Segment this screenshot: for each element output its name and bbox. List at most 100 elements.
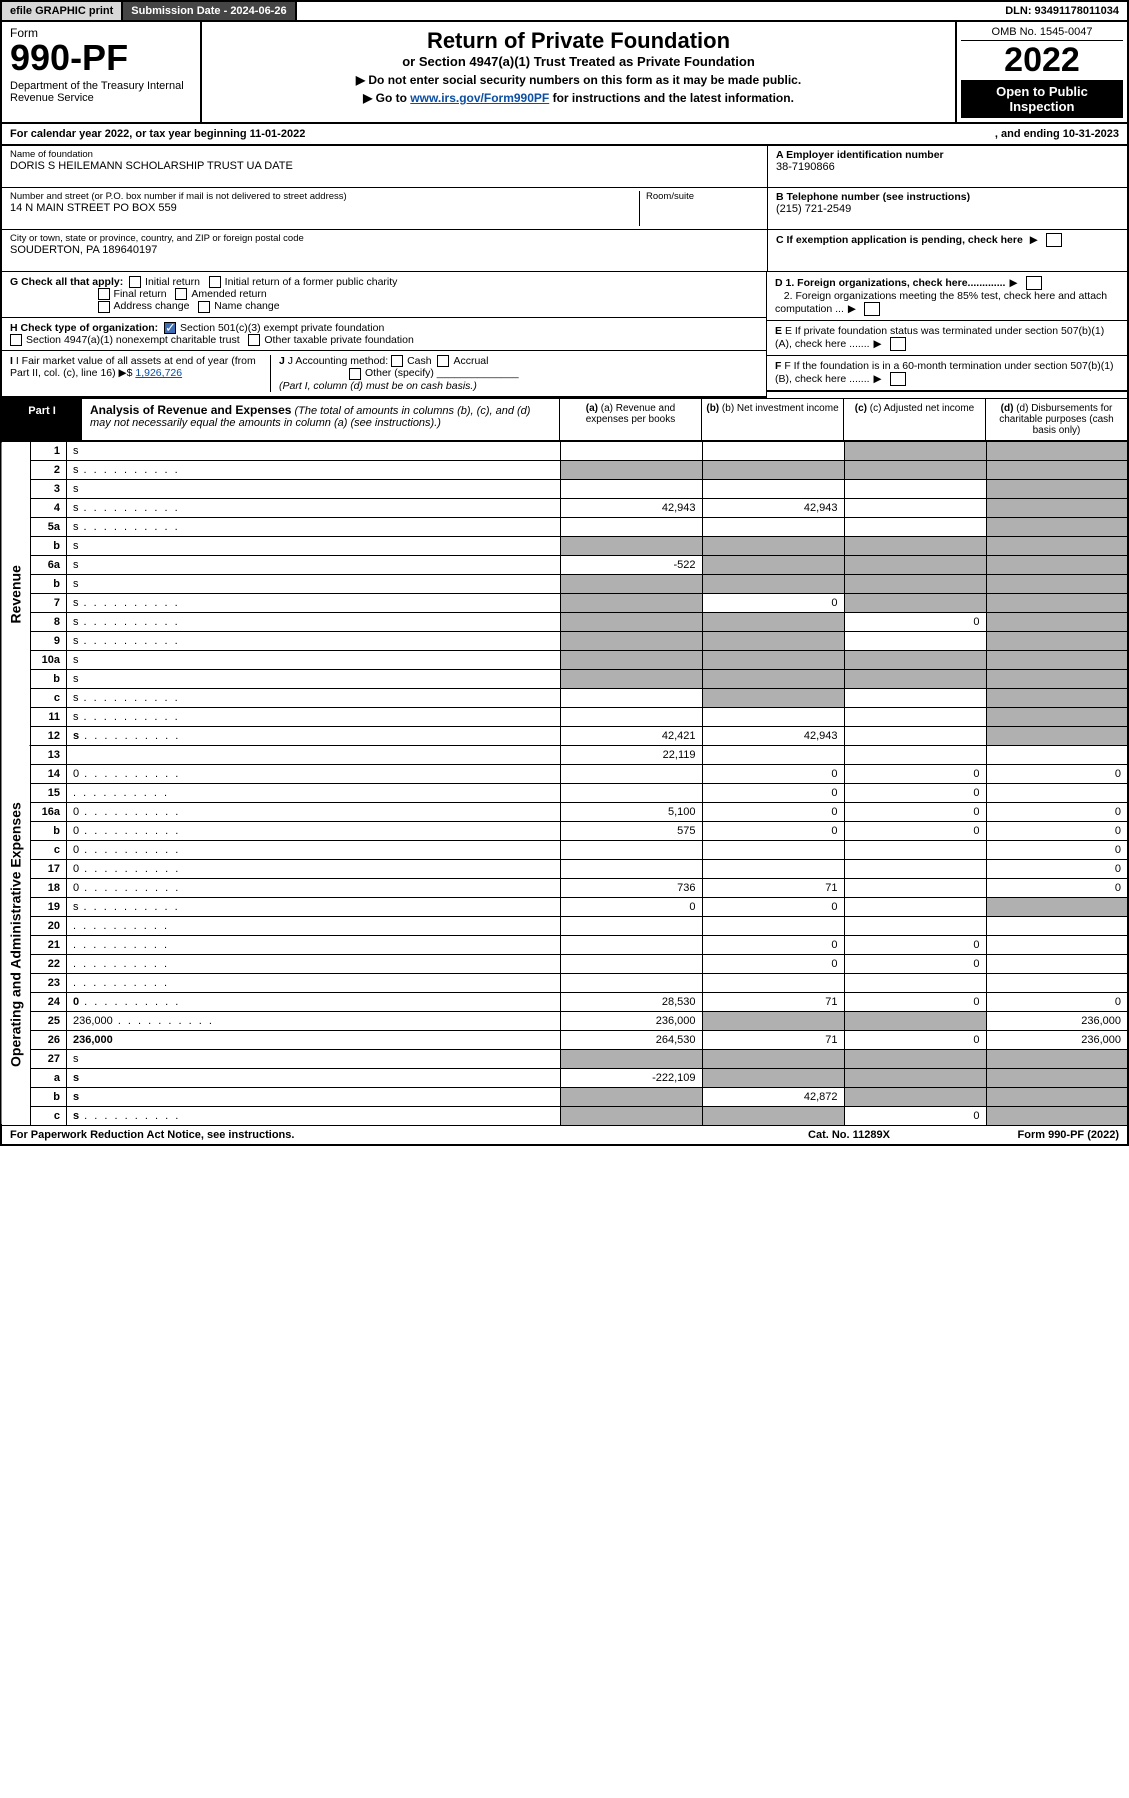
g-name-change-checkbox[interactable] (198, 301, 210, 313)
cell-a (560, 479, 702, 498)
cell-c (844, 669, 986, 688)
part1-table: Revenue1s2s3s4s42,94342,9435asbs6as-522b… (0, 442, 1129, 1126)
g-address-change-checkbox[interactable] (98, 301, 110, 313)
line-number: 12 (31, 726, 67, 745)
cell-c (844, 726, 986, 745)
table-row: cs0 (1, 1106, 1128, 1125)
table-row: 7s0 (1, 593, 1128, 612)
table-row: 11s (1, 707, 1128, 726)
cell-a (560, 1087, 702, 1106)
cell-a (560, 631, 702, 650)
cell-b: 42,872 (702, 1087, 844, 1106)
cell-a: 0 (560, 897, 702, 916)
form-number: 990-PF (10, 40, 192, 76)
cell-b: 0 (702, 954, 844, 973)
line-number: 5a (31, 517, 67, 536)
open-to-public: Open to Public Inspection (961, 80, 1123, 118)
cell-c: 0 (844, 1106, 986, 1125)
col-c-header: (c) (c) Adjusted net income (843, 399, 985, 440)
cell-a: 28,530 (560, 992, 702, 1011)
h-501c3-checkbox[interactable] (164, 322, 176, 334)
d2-checkbox[interactable] (864, 302, 880, 316)
line-description: s (67, 1106, 561, 1125)
cell-d: 0 (986, 821, 1128, 840)
table-row: 3s (1, 479, 1128, 498)
table-row: as-222,109 (1, 1068, 1128, 1087)
cell-c: 0 (844, 802, 986, 821)
city-state-zip: SOUDERTON, PA 189640197 (10, 244, 759, 256)
line-description: 0 (67, 859, 561, 878)
line-description: s (67, 593, 561, 612)
cell-d (986, 1049, 1128, 1068)
cell-c (844, 536, 986, 555)
line-description: s (67, 688, 561, 707)
cell-b: 42,943 (702, 498, 844, 517)
g-initial-return-checkbox[interactable] (129, 276, 141, 288)
city-cell: City or town, state or province, country… (2, 230, 767, 272)
cell-c: 0 (844, 783, 986, 802)
cell-a (560, 612, 702, 631)
cell-a (560, 973, 702, 992)
instructions-link[interactable]: www.irs.gov/Form990PF (410, 91, 549, 105)
table-row: 2s (1, 460, 1128, 479)
cell-a (560, 935, 702, 954)
cell-c (844, 555, 986, 574)
cell-d: 0 (986, 764, 1128, 783)
g-amended-checkbox[interactable] (175, 288, 187, 300)
cell-a: 22,119 (560, 745, 702, 764)
j-other-checkbox[interactable] (349, 368, 361, 380)
header-right: OMB No. 1545-0047 2022 Open to Public In… (957, 22, 1127, 122)
j-cash-checkbox[interactable] (391, 355, 403, 367)
top-bar: efile GRAPHIC print Submission Date - 20… (0, 0, 1129, 22)
ein-value: 38-7190866 (776, 161, 1119, 173)
e-checkbox[interactable] (890, 337, 906, 351)
table-row: 20 (1, 916, 1128, 935)
line-description: s (67, 555, 561, 574)
line-number: b (31, 821, 67, 840)
line-number: 13 (31, 745, 67, 764)
cell-c (844, 479, 986, 498)
foundation-name-cell: Name of foundation DORIS S HEILEMANN SCH… (2, 146, 767, 188)
table-row: 23 (1, 973, 1128, 992)
f-checkbox[interactable] (890, 372, 906, 386)
line-number: 7 (31, 593, 67, 612)
line-description: 0 (67, 821, 561, 840)
cell-b: 0 (702, 802, 844, 821)
cell-b (702, 688, 844, 707)
h-4947-checkbox[interactable] (10, 334, 22, 346)
cell-b (702, 460, 844, 479)
cell-d: 236,000 (986, 1030, 1128, 1049)
line-description (67, 745, 561, 764)
h-other-taxable-checkbox[interactable] (248, 334, 260, 346)
cell-d (986, 555, 1128, 574)
cell-b (702, 536, 844, 555)
cell-a (560, 669, 702, 688)
g-final-return-checkbox[interactable] (98, 288, 110, 300)
cell-d (986, 536, 1128, 555)
line-description: s (67, 574, 561, 593)
ein-cell: A Employer identification number 38-7190… (768, 146, 1127, 188)
c-checkbox[interactable] (1046, 233, 1062, 247)
j-accrual-checkbox[interactable] (437, 355, 449, 367)
cell-d (986, 707, 1128, 726)
form-note-1: ▶ Do not enter social security numbers o… (212, 73, 945, 87)
table-row: bs (1, 536, 1128, 555)
line-description: s (67, 517, 561, 536)
table-row: 25236,000236,000236,000 (1, 1011, 1128, 1030)
line-description: s (67, 460, 561, 479)
d1-checkbox[interactable] (1026, 276, 1042, 290)
line-description: s (67, 897, 561, 916)
cell-a: 736 (560, 878, 702, 897)
part1-title: Analysis of Revenue and Expenses (The to… (82, 399, 559, 440)
cell-c (844, 859, 986, 878)
line-description: 0 (67, 764, 561, 783)
cell-a (560, 536, 702, 555)
cell-d: 0 (986, 992, 1128, 1011)
cell-a: 264,530 (560, 1030, 702, 1049)
cell-d (986, 574, 1128, 593)
efile-print-button[interactable]: efile GRAPHIC print (2, 2, 123, 20)
g-initial-former-checkbox[interactable] (209, 276, 221, 288)
line-number: b (31, 669, 67, 688)
table-row: bs (1, 574, 1128, 593)
table-row: bs42,872 (1, 1087, 1128, 1106)
